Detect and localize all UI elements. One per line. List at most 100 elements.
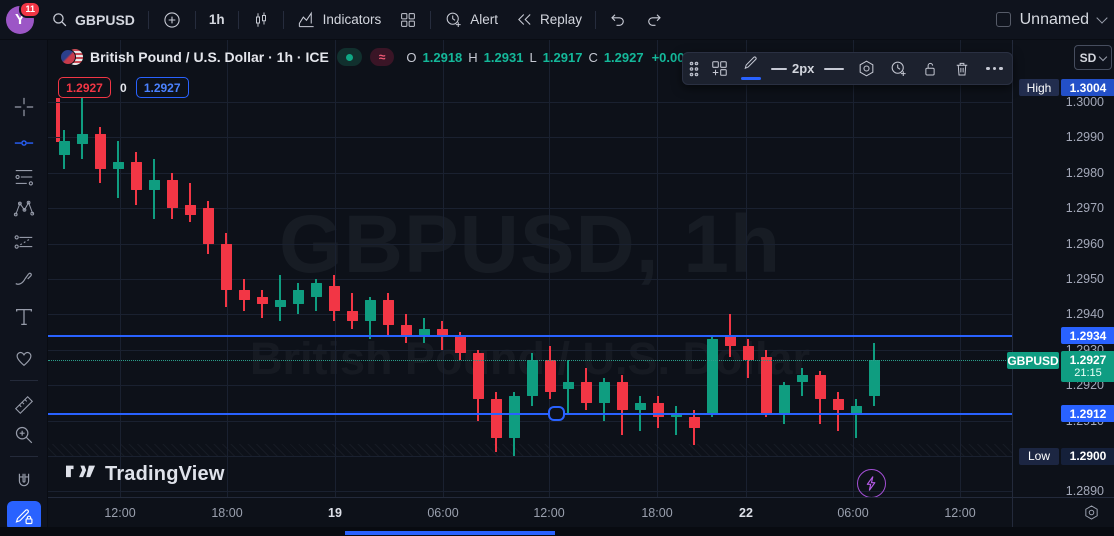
candle-wick <box>765 349 767 418</box>
candle <box>742 346 754 361</box>
interval-button[interactable]: 1h <box>200 4 234 36</box>
candle <box>346 310 358 322</box>
bottom-strip <box>0 527 1114 536</box>
candle-wick <box>801 367 803 396</box>
axis-settings-icon[interactable] <box>1083 504 1100 521</box>
gridline-h <box>48 349 1012 351</box>
fib-retracement-icon[interactable] <box>10 163 38 191</box>
buy-button[interactable]: 1.2927 <box>135 77 189 98</box>
trash-icon[interactable] <box>946 54 978 83</box>
drag-handle-icon[interactable] <box>685 54 703 83</box>
symbol-price-chip: GBPUSD <box>1007 352 1059 370</box>
candle-wick <box>783 381 785 425</box>
approx-data-icon[interactable]: ≈ <box>369 48 395 66</box>
price-axis[interactable]: 1.3000 1.2990 1.2980 1.2970 1.2960 1.2950 1.29… <box>1007 40 1114 498</box>
redo-button[interactable] <box>636 4 672 36</box>
compare-add-button[interactable] <box>153 4 191 36</box>
price-tick: 1.2990 <box>1065 130 1104 145</box>
symbol-title[interactable]: British Pound / U.S. Dollar · 1h · ICE <box>90 49 329 65</box>
bottom-blue-bar <box>345 531 555 535</box>
checkbox-icon[interactable] <box>995 12 1011 27</box>
candle <box>508 395 520 439</box>
market-open-dot-icon[interactable] <box>336 48 362 66</box>
ruler-icon[interactable] <box>10 391 38 419</box>
candle <box>184 204 196 216</box>
horizontal-line-1[interactable] <box>48 334 1012 337</box>
zoom-in-icon[interactable] <box>10 421 38 449</box>
time-axis-label: 19 <box>328 506 342 520</box>
xabcd-pattern-icon[interactable] <box>10 195 38 223</box>
chevron-down-icon <box>1096 12 1108 24</box>
current-price-line <box>48 360 1012 362</box>
gridline-v <box>657 40 658 497</box>
drawing-tools-sidebar <box>0 40 48 536</box>
candle <box>490 399 502 439</box>
drawing-lock-icon[interactable] <box>7 501 41 531</box>
more-options-icon[interactable] <box>978 54 1010 83</box>
undo-button[interactable] <box>600 4 636 36</box>
candle-wick <box>513 392 515 456</box>
indicators-button[interactable]: Indicators <box>288 4 391 36</box>
gridline-h <box>48 314 1012 316</box>
sell-button[interactable]: 1.2927 <box>58 77 111 98</box>
tradingview-logo[interactable]: TradingView <box>66 463 225 486</box>
ohlc-values: O 1.2918 H 1.2931 L 1.2917 C 1.2927 +0.0010 … <box>406 49 707 65</box>
line-width-button[interactable]: 2px <box>767 54 818 83</box>
candle <box>562 381 574 389</box>
indicators-icon <box>297 10 316 29</box>
candle-wick <box>99 126 101 184</box>
candle-wick <box>405 314 407 343</box>
floating-drawing-toolbar: 2px <box>682 52 1014 85</box>
candle <box>166 179 178 209</box>
hatch-strip <box>48 444 1012 457</box>
replay-button[interactable]: Replay <box>507 4 591 36</box>
candle-wick <box>117 140 119 198</box>
high-value-chip: 1.3004 <box>1061 79 1114 97</box>
gridline-h <box>48 385 1012 387</box>
interval-value: 1h <box>208 12 225 27</box>
template-icon[interactable] <box>703 54 735 83</box>
candle <box>148 179 160 191</box>
symbol-search-button[interactable]: GBPUSD <box>42 4 144 36</box>
candle <box>382 300 394 325</box>
candle-wick <box>261 289 263 318</box>
time-axis[interactable]: 12:00 18:00 19 06:00 12:00 18:00 22 06:00 12:00 <box>48 497 1012 527</box>
candle <box>724 335 736 347</box>
unlock-icon[interactable] <box>914 54 946 83</box>
replay-icon <box>516 11 533 28</box>
chart-style-button[interactable] <box>243 4 279 36</box>
heart-emoji-icon[interactable] <box>10 344 38 372</box>
crosshair-icon[interactable] <box>10 93 38 121</box>
indicator-templates-button[interactable] <box>390 4 426 36</box>
candle-wick <box>171 172 173 219</box>
line-style-button[interactable] <box>818 54 850 83</box>
chart-surface[interactable]: GBPUSD, 1h British Pound / U.S. Dollar <box>48 40 1012 497</box>
gridline-h <box>48 137 1012 139</box>
plus-circle-icon <box>162 10 182 30</box>
gridline-v <box>549 40 550 497</box>
gridline-h <box>48 243 1012 245</box>
user-avatar[interactable]: Y 11 <box>6 0 41 34</box>
horizontal-line-2[interactable] <box>48 412 1012 415</box>
projection-icon[interactable] <box>10 228 38 256</box>
alert-button[interactable]: Alert <box>435 4 507 36</box>
text-tool-icon[interactable] <box>10 303 38 331</box>
settings-hexagon-icon[interactable] <box>850 54 882 83</box>
time-axis-label: 22 <box>739 506 753 520</box>
style-dropdown-button[interactable]: SD <box>1074 45 1112 70</box>
candle <box>832 399 844 410</box>
trend-line-icon[interactable] <box>10 129 38 157</box>
line-handle[interactable] <box>548 406 565 422</box>
magnet-icon[interactable] <box>10 468 38 496</box>
brush-icon[interactable] <box>10 265 38 293</box>
add-alert-icon[interactable] <box>882 54 914 83</box>
candle <box>706 339 718 414</box>
gridline-h <box>48 208 1012 210</box>
gridline-v <box>443 40 444 497</box>
layout-menu[interactable]: Unnamed <box>995 11 1114 29</box>
lightning-icon[interactable] <box>857 469 886 497</box>
pencil-color-icon[interactable] <box>735 54 767 83</box>
gridline-v <box>960 40 961 497</box>
watermark-description: British Pound / U.S. Dollar <box>249 333 811 384</box>
watermark-symbol: GBPUSD, 1h <box>278 199 782 290</box>
